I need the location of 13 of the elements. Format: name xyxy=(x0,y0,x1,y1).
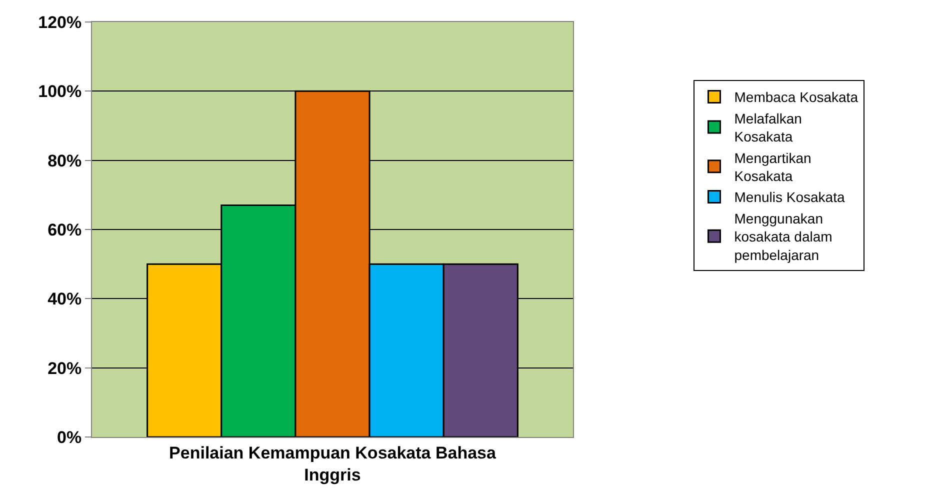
legend-label: Menulis Kosakata xyxy=(734,189,845,206)
legend-label: Menggunakan kosakata dalam pembelajaran xyxy=(734,210,832,263)
y-tick-label: 0% xyxy=(57,428,82,447)
y-tick-label: 100% xyxy=(38,82,82,102)
y-tick-label: 120% xyxy=(38,12,82,32)
x-tick-label: Penilaian Kemampuan Kosakata Bahasa Inggris xyxy=(169,443,496,484)
y-tick-label: 60% xyxy=(48,220,82,240)
legend-label: Melafalkan Kosakata xyxy=(734,110,802,145)
y-tick-label: 80% xyxy=(48,151,82,170)
y-tick-label: 20% xyxy=(48,358,82,378)
legend-label: Mengartikan Kosakata xyxy=(734,150,812,184)
legend-label: Membaca Kosakata xyxy=(734,89,858,106)
y-tick-label: 40% xyxy=(48,290,82,309)
